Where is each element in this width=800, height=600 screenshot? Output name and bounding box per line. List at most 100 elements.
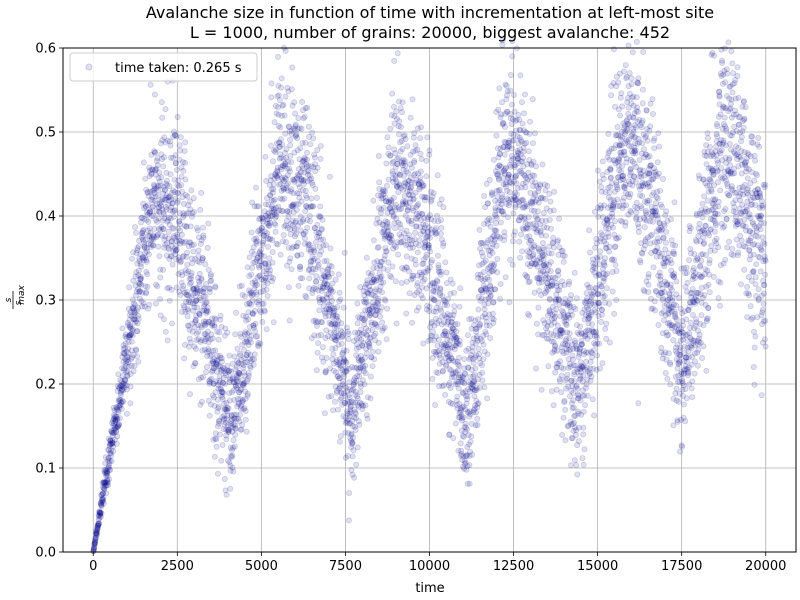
scatter-point: [194, 304, 201, 311]
scatter-point: [304, 104, 311, 111]
scatter-point: [599, 158, 606, 165]
scatter-point: [497, 296, 504, 303]
scatter-point: [93, 529, 100, 536]
scatter-point: [297, 263, 304, 270]
scatter-point: [507, 72, 514, 79]
scatter-point: [409, 319, 416, 326]
scatter-point: [590, 347, 597, 354]
scatter-point: [229, 452, 236, 459]
scatter-point: [227, 485, 234, 492]
scatter-point: [114, 387, 121, 394]
scatter-point: [357, 389, 364, 396]
scatter-point: [758, 212, 765, 219]
scatter-point: [384, 134, 391, 141]
scatter-point: [176, 142, 183, 149]
scatter-point: [383, 247, 390, 254]
scatter-point: [426, 264, 433, 271]
scatter-point: [116, 385, 123, 392]
scatter-point: [269, 236, 276, 243]
scatter-point: [144, 283, 151, 290]
scatter-point: [212, 347, 219, 354]
scatter-point: [126, 334, 133, 341]
scatter-point: [181, 355, 188, 362]
scatter-point: [621, 68, 628, 75]
scatter-point: [497, 219, 504, 226]
scatter-point: [589, 396, 596, 403]
scatter-point: [405, 268, 412, 275]
scatter-point: [571, 269, 578, 276]
scatter-point: [102, 468, 109, 475]
scatter-point: [517, 254, 524, 261]
scatter-point: [378, 304, 385, 311]
scatter-point: [685, 370, 692, 377]
scatter-point: [490, 299, 497, 306]
scatter-point: [173, 246, 180, 253]
scatter-point: [706, 256, 713, 263]
scatter-point: [420, 340, 427, 347]
scatter-point: [551, 188, 558, 195]
scatter-point: [753, 261, 760, 268]
scatter-point: [309, 129, 316, 136]
scatter-point: [98, 502, 105, 509]
scatter-point: [757, 268, 764, 275]
scatter-point: [379, 319, 386, 326]
scatter-point: [103, 472, 110, 479]
scatter-point: [245, 372, 252, 379]
scatter-point: [314, 221, 321, 228]
scatter-point: [250, 361, 257, 368]
scatter-point: [122, 381, 129, 388]
scatter-point: [230, 468, 237, 475]
scatter-point: [673, 278, 680, 285]
scatter-point: [430, 190, 437, 197]
scatter-point: [519, 99, 526, 106]
scatter-point: [184, 193, 191, 200]
scatter-point: [652, 307, 659, 314]
scatter-point: [471, 371, 478, 378]
scatter-point: [131, 307, 138, 314]
scatter-point: [612, 218, 619, 225]
scatter-point: [208, 277, 215, 284]
scatter-point: [94, 522, 101, 529]
scatter-point: [717, 187, 724, 194]
scatter-point: [646, 197, 653, 204]
scatter-point: [645, 288, 652, 295]
scatter-point: [130, 305, 137, 312]
scatter-point: [352, 410, 359, 417]
scatter-point: [562, 406, 569, 413]
scatter-point: [254, 238, 261, 245]
scatter-point: [109, 440, 116, 447]
scatter-point: [259, 318, 266, 325]
scatter-point: [278, 75, 285, 82]
scatter-point: [560, 258, 567, 265]
scatter-point: [116, 402, 123, 409]
scatter-point: [126, 284, 133, 291]
scatter-point: [247, 339, 254, 346]
scatter-point: [298, 198, 305, 205]
scatter-point: [427, 248, 434, 255]
scatter-point: [96, 509, 103, 516]
scatter-point: [118, 399, 125, 406]
scatter-point: [398, 109, 405, 116]
scatter-point: [293, 206, 300, 213]
scatter-point: [741, 115, 748, 122]
scatter-point: [596, 340, 603, 347]
scatter-point: [531, 172, 538, 179]
scatter-point: [123, 358, 130, 365]
scatter-point: [670, 337, 677, 344]
scatter-point: [117, 389, 124, 396]
scatter-point: [185, 307, 192, 314]
scatter-point: [105, 435, 112, 442]
scatter-point: [665, 331, 672, 338]
scatter-point: [546, 216, 553, 223]
scatter-point: [612, 243, 619, 250]
scatter-point: [102, 469, 109, 476]
scatter-point: [115, 421, 122, 428]
scatter-point: [698, 257, 705, 264]
scatter-point: [119, 398, 126, 405]
scatter-point: [759, 234, 766, 241]
scatter-point: [107, 467, 114, 474]
scatter-point: [415, 201, 422, 208]
scatter-point: [626, 70, 633, 77]
scatter-point: [392, 278, 399, 285]
scatter-point: [689, 378, 696, 385]
